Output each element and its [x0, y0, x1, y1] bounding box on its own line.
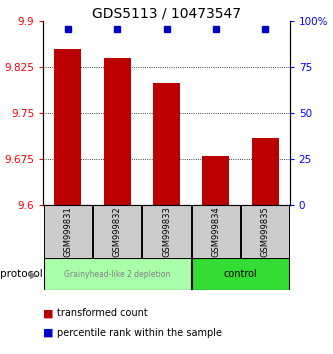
Text: GSM999835: GSM999835: [260, 206, 270, 257]
Bar: [104, 58, 131, 205]
Bar: [153, 82, 180, 205]
Text: GSM999834: GSM999834: [211, 206, 220, 257]
Bar: [241, 205, 289, 258]
Text: protocol: protocol: [0, 269, 43, 279]
Text: ■: ■: [43, 328, 54, 338]
Bar: [251, 138, 279, 205]
Text: GSM999832: GSM999832: [113, 206, 122, 257]
Bar: [54, 49, 82, 205]
Text: transformed count: transformed count: [57, 308, 148, 318]
Text: ▶: ▶: [30, 269, 38, 279]
Bar: [191, 258, 289, 290]
Bar: [142, 205, 191, 258]
Bar: [93, 205, 142, 258]
Text: ■: ■: [43, 308, 54, 318]
Bar: [44, 205, 92, 258]
Bar: [44, 258, 191, 290]
Bar: [191, 205, 240, 258]
Text: percentile rank within the sample: percentile rank within the sample: [57, 328, 221, 338]
Text: Grainyhead-like 2 depletion: Grainyhead-like 2 depletion: [64, 270, 170, 279]
Bar: [202, 156, 229, 205]
Text: GSM999833: GSM999833: [162, 206, 171, 257]
Text: GSM999831: GSM999831: [63, 206, 73, 257]
Title: GDS5113 / 10473547: GDS5113 / 10473547: [92, 6, 241, 20]
Text: control: control: [223, 269, 257, 279]
